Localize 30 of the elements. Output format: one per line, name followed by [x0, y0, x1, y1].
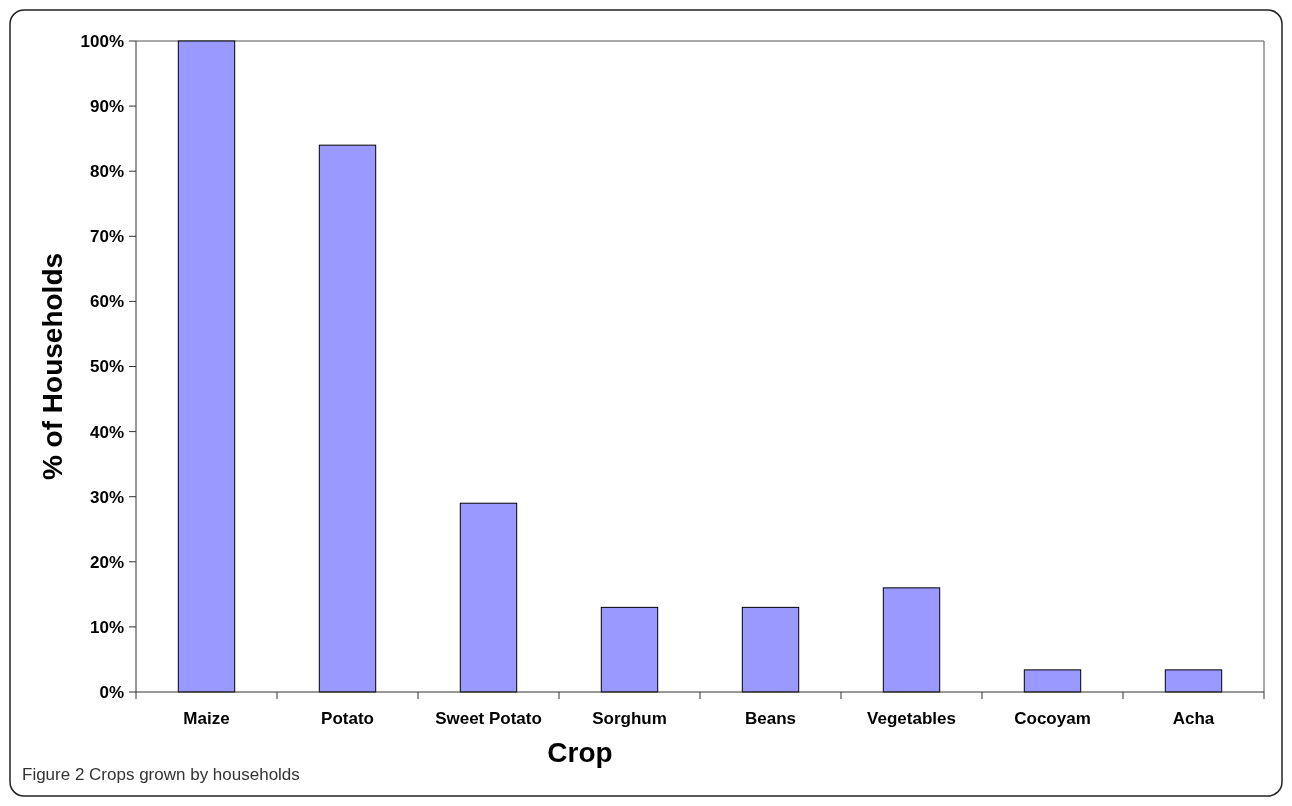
bar — [882, 587, 941, 693]
bar — [600, 606, 659, 693]
y-tick-label: 30% — [89, 487, 124, 507]
x-tick-label: Acha — [1172, 709, 1215, 728]
bar — [459, 502, 518, 693]
x-tick-label: Cocoyam — [1014, 709, 1091, 728]
bar — [177, 40, 236, 693]
x-tick-label: Sweet Potato — [435, 709, 542, 728]
bar — [741, 606, 800, 693]
y-tick-label: 60% — [89, 292, 124, 312]
x-tick-label: Sorghum — [592, 709, 667, 728]
y-axis-title: % of Households — [37, 252, 68, 481]
y-tick-label: 70% — [89, 227, 124, 247]
x-axis-title: Crop — [547, 737, 613, 768]
bar — [1164, 669, 1223, 693]
x-tick-label: Maize — [183, 709, 230, 728]
y-tick-label: 90% — [89, 97, 124, 117]
y-tick-label: 0% — [99, 682, 124, 702]
y-tick-label: 40% — [89, 422, 124, 442]
x-tick-label: Potato — [321, 709, 374, 728]
y-tick-label: 50% — [89, 357, 124, 377]
x-tick-label: Beans — [744, 709, 797, 728]
y-tick-label: 10% — [89, 617, 124, 637]
bar — [1023, 669, 1082, 693]
bar — [318, 144, 377, 693]
caption: Figure 2 Crops grown by households — [22, 765, 300, 784]
y-tick-label: 100% — [80, 31, 124, 51]
y-tick-label: 80% — [89, 162, 124, 182]
y-tick-label: 20% — [89, 552, 124, 572]
x-tick-label: Vegetables — [867, 709, 956, 728]
